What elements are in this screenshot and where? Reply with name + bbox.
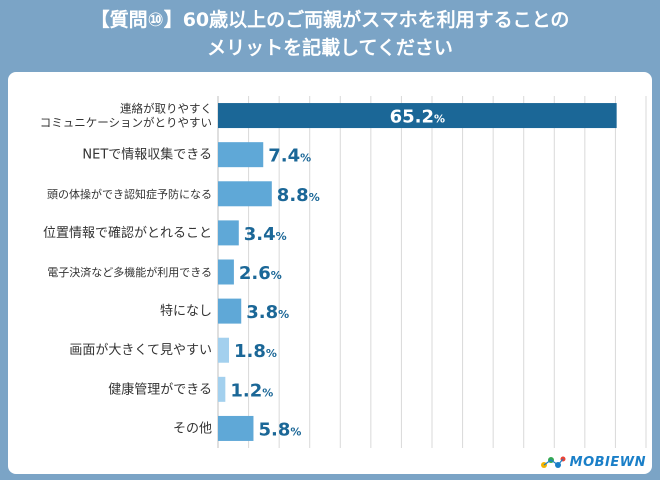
value-number: 1.8 <box>234 341 266 362</box>
category-label-line: 特になし <box>160 304 212 319</box>
bar-4 <box>218 259 234 285</box>
value-unit: % <box>262 386 273 399</box>
value-label-1: 7.4% <box>268 146 311 167</box>
category-label-line: 健康管理ができる <box>108 381 212 397</box>
logo-dots-icon <box>540 456 566 468</box>
bar-7 <box>218 376 226 402</box>
value-label-2: 8.8% <box>277 185 320 206</box>
category-label-6: 画面が大きくて見やすい <box>69 343 212 358</box>
category-label-0: 連絡が取りやすくコミュニケーションがとりやすい <box>40 102 212 130</box>
value-label-6: 1.8% <box>234 341 277 362</box>
value-unit: % <box>266 347 277 360</box>
bar-3 <box>218 220 239 246</box>
value-number: 2.6 <box>239 263 271 284</box>
mobiewn-logo: MOBIEWN <box>540 454 646 470</box>
value-number: 8.8 <box>277 185 309 206</box>
bar-2 <box>218 181 272 207</box>
category-label-1: NETで情報収集できる <box>82 147 212 163</box>
value-label-5: 3.8% <box>246 302 289 323</box>
bar-6 <box>218 337 230 363</box>
chart-panel <box>8 72 652 474</box>
category-label-3: 位置情報で確認がとれること <box>43 225 212 241</box>
chart-title: 【質問⑩】60歳以上のご両親がスマホを利用することの メリットを記載してください <box>0 6 660 62</box>
category-label-4: 電子決済など多機能が利用できる <box>47 265 212 279</box>
value-unit: % <box>434 113 445 126</box>
category-label-2: 頭の体操ができ認知症予防になる <box>47 187 212 201</box>
value-label-4: 2.6% <box>239 263 282 284</box>
category-label-line: その他 <box>173 421 212 436</box>
category-label-8: その他 <box>173 421 212 436</box>
value-label-3: 3.4% <box>244 224 287 245</box>
value-unit: % <box>271 269 282 282</box>
value-number: 7.4 <box>268 146 300 167</box>
value-unit: % <box>276 230 287 243</box>
category-label-line: 電子決済など多機能が利用できる <box>47 265 212 279</box>
category-label-line: 連絡が取りやすく <box>120 102 212 116</box>
value-unit: % <box>278 308 289 321</box>
value-number: 1.2 <box>230 380 262 401</box>
value-unit: % <box>300 152 311 165</box>
category-label-line: 頭の体操ができ認知症予防になる <box>47 187 212 201</box>
value-number: 65.2 <box>390 107 434 128</box>
category-label-5: 特になし <box>160 304 212 319</box>
value-number: 3.4 <box>244 224 276 245</box>
bar-8 <box>218 415 254 441</box>
bar-0 <box>218 103 617 129</box>
category-label-line: コミュニケーションがとりやすい <box>40 116 212 130</box>
value-unit: % <box>290 425 301 438</box>
category-label-line: NETで情報収集できる <box>82 147 212 163</box>
value-number: 3.8 <box>246 302 278 323</box>
bar-1 <box>218 142 264 168</box>
value-label-8: 5.8% <box>258 419 301 440</box>
value-label-7: 1.2% <box>230 380 273 401</box>
title-line-1: 【質問⑩】60歳以上のご両親がスマホを利用することの <box>90 9 570 31</box>
value-unit: % <box>309 191 320 204</box>
value-label-0: 65.2% <box>390 107 445 128</box>
title-line-2: メリットを記載してください <box>207 37 453 59</box>
value-number: 5.8 <box>258 419 290 440</box>
bar-5 <box>218 298 242 324</box>
logo-text: MOBIEWN <box>569 454 646 470</box>
category-label-line: 位置情報で確認がとれること <box>43 225 212 241</box>
category-label-7: 健康管理ができる <box>108 381 212 397</box>
category-label-line: 画面が大きくて見やすい <box>69 343 212 358</box>
